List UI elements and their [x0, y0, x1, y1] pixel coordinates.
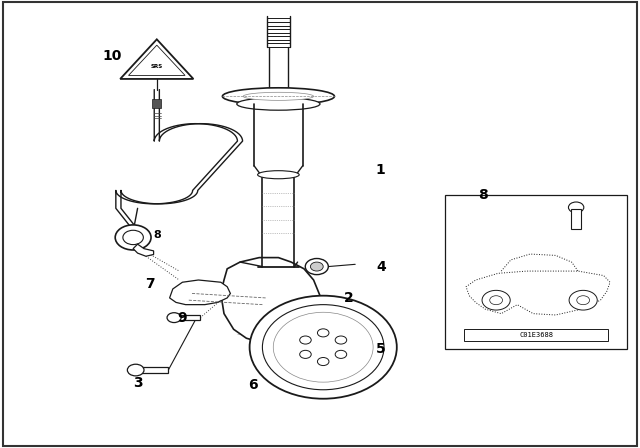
Text: 8: 8	[478, 188, 488, 202]
Circle shape	[310, 262, 323, 271]
Text: 2: 2	[344, 291, 354, 305]
Text: 3: 3	[132, 376, 143, 390]
Polygon shape	[133, 244, 154, 256]
Circle shape	[317, 329, 329, 337]
Text: 9: 9	[177, 311, 188, 325]
Circle shape	[335, 336, 347, 344]
Text: 5: 5	[376, 342, 386, 357]
Circle shape	[115, 225, 151, 250]
Circle shape	[569, 290, 597, 310]
Bar	[138, 367, 168, 373]
Circle shape	[312, 339, 335, 355]
Text: 7: 7	[145, 277, 156, 292]
Ellipse shape	[257, 171, 300, 179]
Ellipse shape	[237, 98, 320, 110]
Bar	[152, 99, 161, 108]
Circle shape	[490, 296, 502, 305]
Polygon shape	[170, 280, 230, 305]
Polygon shape	[120, 39, 193, 79]
Circle shape	[300, 336, 311, 344]
Circle shape	[577, 296, 589, 305]
Text: 8: 8	[153, 230, 161, 240]
Circle shape	[273, 312, 373, 382]
Circle shape	[262, 305, 384, 390]
Bar	[571, 209, 581, 229]
Ellipse shape	[223, 88, 334, 105]
Circle shape	[296, 328, 350, 366]
Polygon shape	[466, 271, 610, 315]
Text: 10: 10	[102, 49, 122, 63]
Circle shape	[127, 364, 144, 376]
Text: C01E3688: C01E3688	[519, 332, 553, 338]
Circle shape	[335, 350, 347, 358]
Text: SRS: SRS	[150, 64, 163, 69]
Circle shape	[300, 350, 311, 358]
Circle shape	[250, 296, 397, 399]
Circle shape	[482, 290, 510, 310]
Circle shape	[305, 258, 328, 275]
Bar	[445, 195, 627, 349]
Circle shape	[167, 313, 181, 323]
Text: 4: 4	[376, 259, 386, 274]
Text: 6: 6	[248, 378, 258, 392]
Text: 1: 1	[376, 163, 386, 177]
Circle shape	[123, 230, 143, 245]
Polygon shape	[221, 258, 320, 343]
Bar	[176, 315, 200, 320]
Circle shape	[317, 358, 329, 366]
Circle shape	[284, 319, 363, 375]
Circle shape	[568, 202, 584, 213]
Polygon shape	[129, 45, 185, 75]
Bar	[464, 329, 608, 341]
Ellipse shape	[243, 92, 314, 100]
